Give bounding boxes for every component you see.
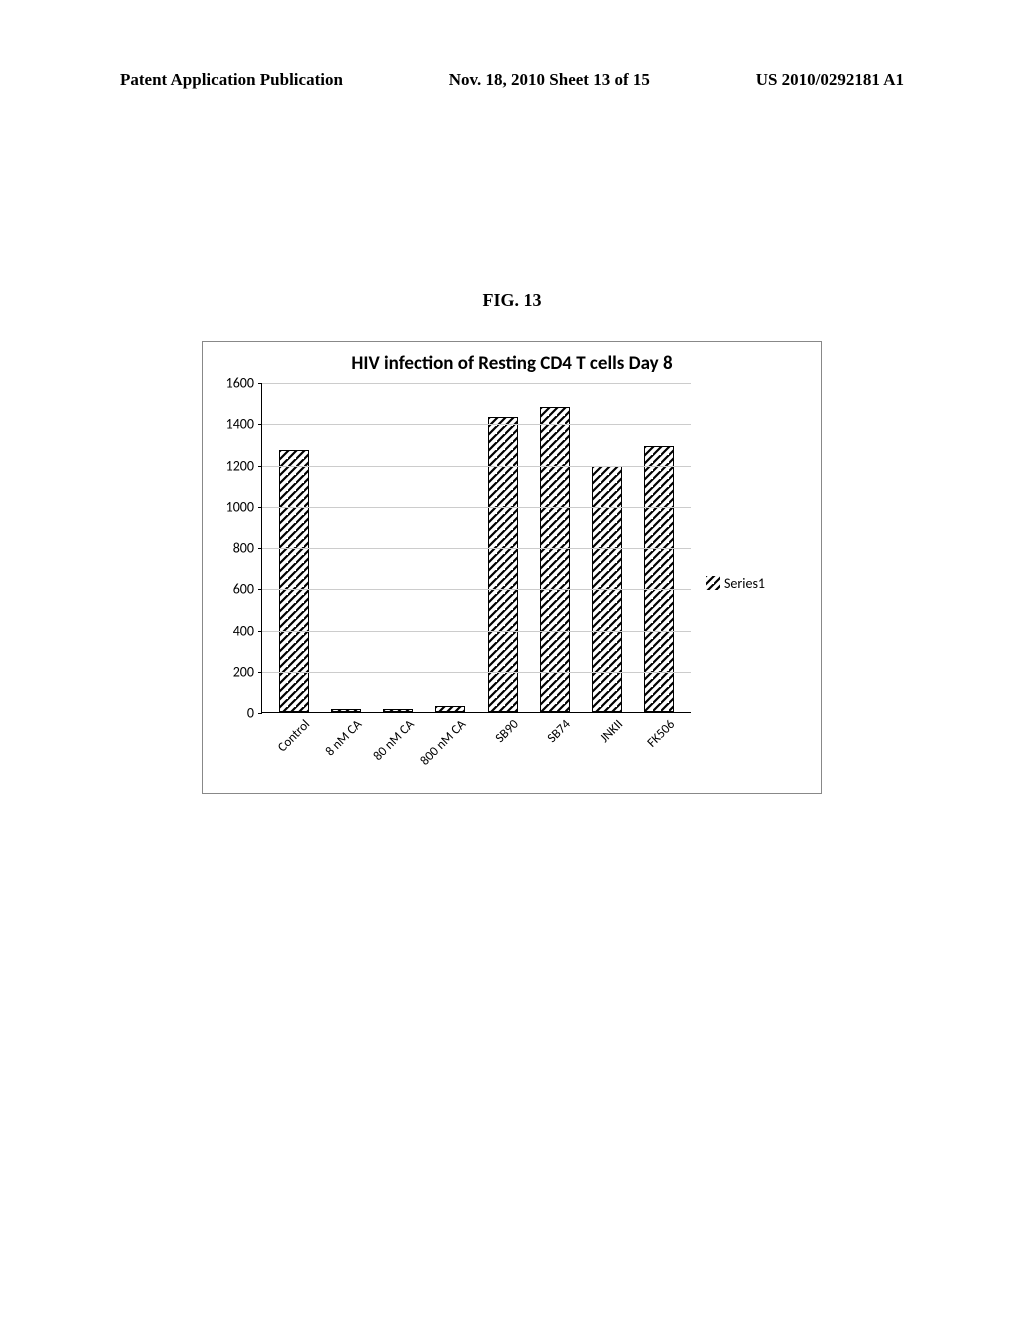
y-tick-mark: [258, 672, 262, 673]
y-tick-mark: [258, 466, 262, 467]
bar: [331, 709, 361, 712]
gridline: [262, 548, 691, 549]
y-tick-mark: [258, 424, 262, 425]
header-left: Patent Application Publication: [120, 70, 343, 90]
bar: [383, 709, 413, 712]
y-tick-mark: [258, 589, 262, 590]
x-tick-label: JNKII: [593, 717, 627, 751]
x-tick-label: 800 nM CA: [418, 717, 470, 769]
x-axis-labels: Control8 nM CA80 nM CA800 nM CA SB90 SB74 J…: [261, 713, 691, 783]
page-header: Patent Application Publication Nov. 18, …: [0, 0, 1024, 90]
y-tick-mark: [258, 383, 262, 384]
figure-label: FIG. 13: [0, 290, 1024, 311]
chart-container: HIV infection of Resting CD4 T cells Day…: [202, 341, 822, 794]
gridline: [262, 507, 691, 508]
bar: [488, 417, 518, 712]
x-tick-label: FK506: [645, 717, 679, 751]
gridline: [262, 424, 691, 425]
plot-area: 02004006008001000120014001600: [261, 383, 691, 713]
y-tick-label: 1000: [226, 498, 262, 515]
x-tick-label: SB90: [493, 717, 522, 746]
gridline: [262, 383, 691, 384]
bar: [540, 407, 570, 712]
legend-label: Series1: [724, 575, 765, 592]
header-center: Nov. 18, 2010 Sheet 13 of 15: [449, 70, 650, 90]
chart-main: 02004006008001000120014001600 Control8 n…: [213, 383, 691, 783]
bar: [435, 706, 465, 712]
gridline: [262, 589, 691, 590]
gridline: [262, 631, 691, 632]
y-tick-mark: [258, 548, 262, 549]
y-tick-label: 1200: [226, 457, 262, 474]
y-tick-label: 1400: [226, 416, 262, 433]
legend-swatch-icon: [706, 576, 720, 590]
y-tick-mark: [258, 631, 262, 632]
x-tick-label: 80 nM CA: [370, 717, 417, 764]
legend: Series1: [706, 575, 765, 592]
y-tick-label: 1600: [226, 375, 262, 392]
chart-title: HIV infection of Resting CD4 T cells Day…: [213, 352, 811, 375]
x-tick-label: 8 nM CA: [322, 717, 365, 760]
y-tick-mark: [258, 507, 262, 508]
x-tick-label: SB74: [545, 717, 574, 746]
gridline: [262, 672, 691, 673]
x-tick-label: Control: [270, 717, 313, 760]
header-right: US 2010/0292181 A1: [756, 70, 904, 90]
gridline: [262, 466, 691, 467]
chart-body: 02004006008001000120014001600 Control8 n…: [213, 383, 811, 783]
